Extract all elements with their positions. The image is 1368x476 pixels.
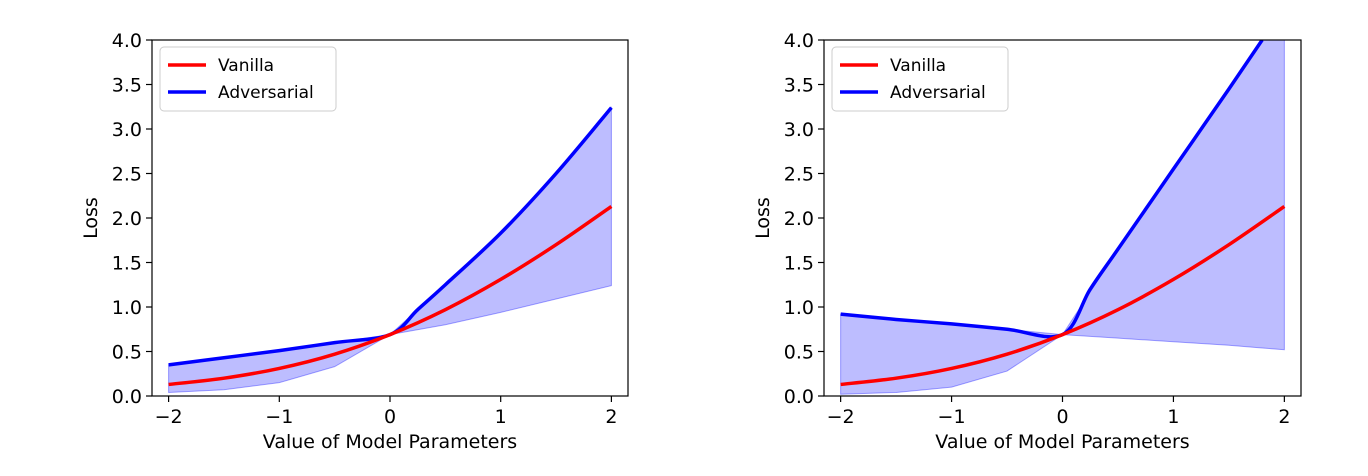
y-tick-label: 0.0 xyxy=(112,386,142,408)
y-tick-label: 2.5 xyxy=(784,164,814,186)
legend-label-adversarial: Adversarial xyxy=(218,83,314,103)
y-tick-label: 3.5 xyxy=(112,75,142,97)
y-tick-label: 4.0 xyxy=(112,30,142,52)
y-tick-label: 1.0 xyxy=(112,297,142,319)
x-axis-label: Value of Model Parameters xyxy=(935,431,1189,453)
y-tick-label: 3.5 xyxy=(784,75,814,97)
legend-box xyxy=(159,46,337,112)
legend-box xyxy=(831,46,1009,112)
x-axis-label: Value of Model Parameters xyxy=(263,431,517,453)
x-tick-label: 1 xyxy=(1167,406,1179,428)
y-axis-label: Loss xyxy=(80,197,102,239)
y-tick-label: 0.5 xyxy=(112,342,142,364)
x-tick-label: 2 xyxy=(1278,406,1290,428)
x-tick-label: 0 xyxy=(384,406,396,428)
y-tick-label: 2.0 xyxy=(784,208,814,230)
x-tick-label: −1 xyxy=(265,406,293,428)
series-line-vanilla xyxy=(168,204,613,387)
x-tick-label: 2 xyxy=(605,406,617,428)
legend-label-adversarial: Adversarial xyxy=(890,83,986,103)
plot-area xyxy=(168,106,613,393)
series-line-vanilla xyxy=(840,204,1286,387)
y-tick-label: 2.0 xyxy=(112,208,142,230)
x-tick-label: −2 xyxy=(155,406,183,428)
x-tick-label: −1 xyxy=(938,406,966,428)
chart-2: −2 −1 0 1 2 0.0 0.5 1.0 1.5 2.0 2.5 3.0 3.5 4.0 Value … xyxy=(752,30,1302,453)
y-tick-label: 4.0 xyxy=(784,30,814,52)
y-tick-label: 1.5 xyxy=(784,253,814,275)
series-line-adversarial xyxy=(840,40,1264,339)
x-tick-label: 1 xyxy=(495,406,507,428)
y-tick-label: 2.5 xyxy=(112,164,142,186)
x-tick-label: −2 xyxy=(827,406,855,428)
plot-area xyxy=(840,40,1286,395)
y-axis-label: Loss xyxy=(752,197,774,239)
chart-1: −2 −1 0 1 2 0.0 0.5 1.0 1.5 2.0 2.5 3.0 3.5 4.0 Value … xyxy=(80,30,629,453)
legend: Vanilla Adversarial xyxy=(831,46,1009,112)
series-line-adversarial xyxy=(168,106,613,367)
y-tick-label: 1.0 xyxy=(784,297,814,319)
y-tick-label: 0.5 xyxy=(784,342,814,364)
legend-label-vanilla: Vanilla xyxy=(890,56,946,76)
y-tick-label: 3.0 xyxy=(112,119,142,141)
y-tick-label: 3.0 xyxy=(784,119,814,141)
legend-label-vanilla: Vanilla xyxy=(218,56,274,76)
x-tick-label: 0 xyxy=(1056,406,1068,428)
legend: Vanilla Adversarial xyxy=(159,46,337,112)
y-tick-label: 0.0 xyxy=(784,386,814,408)
y-tick-label: 1.5 xyxy=(112,253,142,275)
